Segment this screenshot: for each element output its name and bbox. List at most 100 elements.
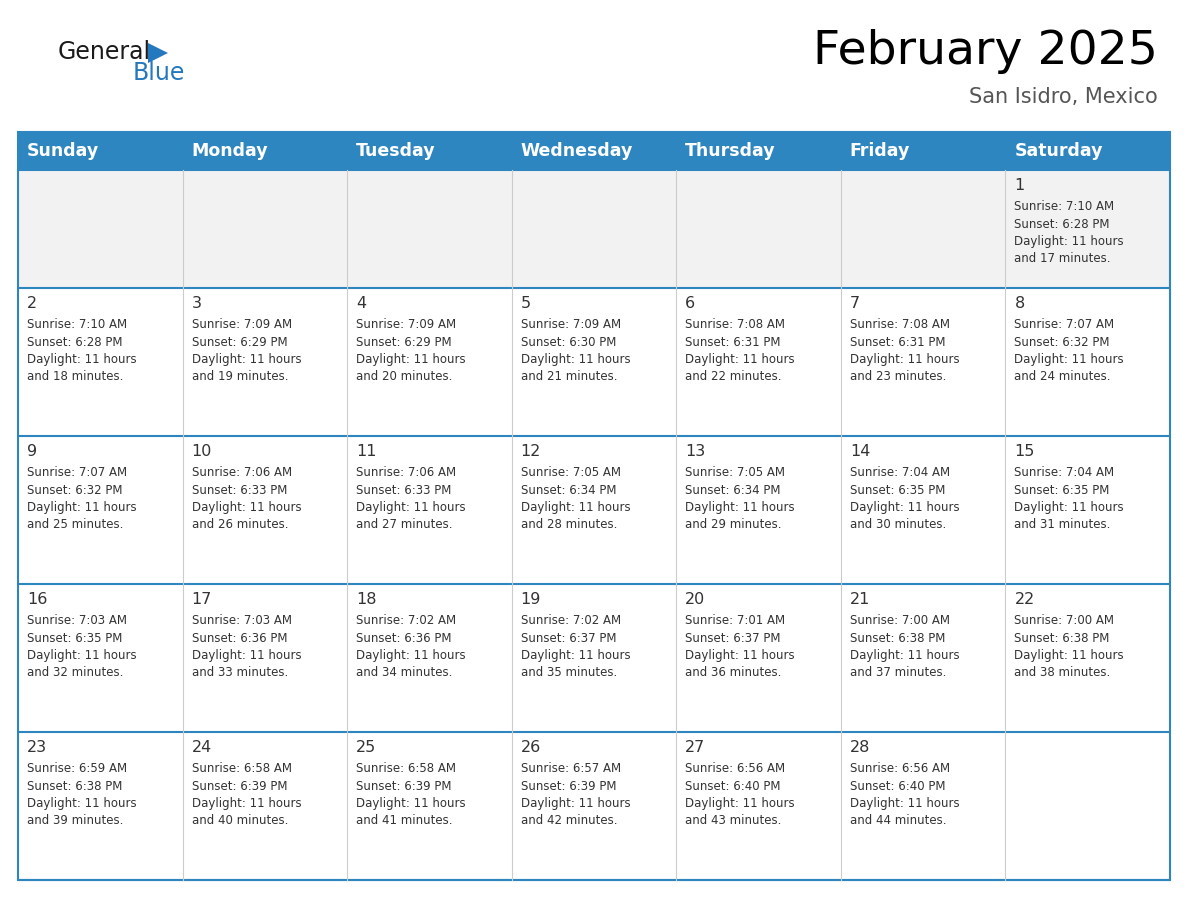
Text: 18: 18 xyxy=(356,592,377,607)
Text: and 25 minutes.: and 25 minutes. xyxy=(27,519,124,532)
Text: Sunrise: 6:59 AM: Sunrise: 6:59 AM xyxy=(27,762,127,775)
Text: 11: 11 xyxy=(356,444,377,459)
Text: Sunset: 6:28 PM: Sunset: 6:28 PM xyxy=(1015,218,1110,230)
Text: Sunrise: 7:04 AM: Sunrise: 7:04 AM xyxy=(1015,466,1114,479)
Text: Sunrise: 7:07 AM: Sunrise: 7:07 AM xyxy=(27,466,127,479)
Text: Sunrise: 7:01 AM: Sunrise: 7:01 AM xyxy=(685,614,785,627)
Text: and 33 minutes.: and 33 minutes. xyxy=(191,666,287,679)
Text: 6: 6 xyxy=(685,296,695,311)
Text: Monday: Monday xyxy=(191,142,268,160)
Text: February 2025: February 2025 xyxy=(813,29,1158,74)
Bar xyxy=(18,132,1170,880)
Text: 14: 14 xyxy=(849,444,871,459)
Text: Daylight: 11 hours: Daylight: 11 hours xyxy=(27,649,137,662)
Text: Friday: Friday xyxy=(849,142,910,160)
Text: 28: 28 xyxy=(849,740,871,755)
Text: Sunset: 6:29 PM: Sunset: 6:29 PM xyxy=(356,335,451,349)
Text: and 37 minutes.: and 37 minutes. xyxy=(849,666,946,679)
Text: Daylight: 11 hours: Daylight: 11 hours xyxy=(520,353,631,366)
Text: Daylight: 11 hours: Daylight: 11 hours xyxy=(356,501,466,514)
Text: Sunset: 6:31 PM: Sunset: 6:31 PM xyxy=(849,335,946,349)
Text: and 44 minutes.: and 44 minutes. xyxy=(849,814,947,827)
Text: Sunset: 6:33 PM: Sunset: 6:33 PM xyxy=(191,484,287,497)
Text: and 21 minutes.: and 21 minutes. xyxy=(520,371,618,384)
Text: and 40 minutes.: and 40 minutes. xyxy=(191,814,287,827)
Polygon shape xyxy=(148,43,168,63)
Text: Daylight: 11 hours: Daylight: 11 hours xyxy=(191,649,302,662)
Text: Sunset: 6:35 PM: Sunset: 6:35 PM xyxy=(849,484,946,497)
Text: 9: 9 xyxy=(27,444,37,459)
Text: 21: 21 xyxy=(849,592,871,607)
Text: 26: 26 xyxy=(520,740,541,755)
Text: Sunrise: 7:02 AM: Sunrise: 7:02 AM xyxy=(356,614,456,627)
Bar xyxy=(18,288,1170,436)
Text: 19: 19 xyxy=(520,592,541,607)
Text: Daylight: 11 hours: Daylight: 11 hours xyxy=(685,353,795,366)
Text: Sunset: 6:38 PM: Sunset: 6:38 PM xyxy=(1015,632,1110,644)
Text: Sunset: 6:34 PM: Sunset: 6:34 PM xyxy=(685,484,781,497)
Text: Sunrise: 7:08 AM: Sunrise: 7:08 AM xyxy=(685,318,785,331)
Text: Sunset: 6:40 PM: Sunset: 6:40 PM xyxy=(685,779,781,792)
Text: Sunset: 6:39 PM: Sunset: 6:39 PM xyxy=(191,779,287,792)
Text: Sunset: 6:32 PM: Sunset: 6:32 PM xyxy=(1015,335,1110,349)
Text: 22: 22 xyxy=(1015,592,1035,607)
Text: Sunrise: 7:00 AM: Sunrise: 7:00 AM xyxy=(1015,614,1114,627)
Text: Sunset: 6:38 PM: Sunset: 6:38 PM xyxy=(27,779,122,792)
Text: Daylight: 11 hours: Daylight: 11 hours xyxy=(356,353,466,366)
Text: and 43 minutes.: and 43 minutes. xyxy=(685,814,782,827)
Text: Daylight: 11 hours: Daylight: 11 hours xyxy=(1015,353,1124,366)
Text: Sunset: 6:34 PM: Sunset: 6:34 PM xyxy=(520,484,617,497)
Text: Daylight: 11 hours: Daylight: 11 hours xyxy=(520,501,631,514)
Text: Tuesday: Tuesday xyxy=(356,142,436,160)
Text: Sunset: 6:28 PM: Sunset: 6:28 PM xyxy=(27,335,122,349)
Text: Sunrise: 6:57 AM: Sunrise: 6:57 AM xyxy=(520,762,621,775)
Text: 27: 27 xyxy=(685,740,706,755)
Text: 16: 16 xyxy=(27,592,48,607)
Bar xyxy=(18,436,1170,584)
Text: Sunrise: 6:56 AM: Sunrise: 6:56 AM xyxy=(685,762,785,775)
Text: 10: 10 xyxy=(191,444,211,459)
Text: 4: 4 xyxy=(356,296,366,311)
Text: General: General xyxy=(58,40,151,64)
Text: Sunrise: 7:07 AM: Sunrise: 7:07 AM xyxy=(1015,318,1114,331)
Text: and 19 minutes.: and 19 minutes. xyxy=(191,371,287,384)
Text: Sunset: 6:33 PM: Sunset: 6:33 PM xyxy=(356,484,451,497)
Text: Daylight: 11 hours: Daylight: 11 hours xyxy=(685,501,795,514)
Text: and 31 minutes.: and 31 minutes. xyxy=(1015,519,1111,532)
Text: and 32 minutes.: and 32 minutes. xyxy=(27,666,124,679)
Text: 13: 13 xyxy=(685,444,706,459)
Text: Sunset: 6:38 PM: Sunset: 6:38 PM xyxy=(849,632,946,644)
Text: Sunrise: 7:06 AM: Sunrise: 7:06 AM xyxy=(356,466,456,479)
Bar xyxy=(18,584,1170,732)
Text: Daylight: 11 hours: Daylight: 11 hours xyxy=(849,353,960,366)
Text: Sunrise: 6:58 AM: Sunrise: 6:58 AM xyxy=(191,762,291,775)
Text: Sunrise: 7:04 AM: Sunrise: 7:04 AM xyxy=(849,466,950,479)
Text: Sunset: 6:31 PM: Sunset: 6:31 PM xyxy=(685,335,781,349)
Text: Sunset: 6:39 PM: Sunset: 6:39 PM xyxy=(520,779,617,792)
Text: Sunrise: 7:09 AM: Sunrise: 7:09 AM xyxy=(520,318,621,331)
Text: Sunset: 6:40 PM: Sunset: 6:40 PM xyxy=(849,779,946,792)
Text: Sunset: 6:29 PM: Sunset: 6:29 PM xyxy=(191,335,287,349)
Text: 12: 12 xyxy=(520,444,541,459)
Text: and 42 minutes.: and 42 minutes. xyxy=(520,814,618,827)
Text: and 36 minutes.: and 36 minutes. xyxy=(685,666,782,679)
Text: and 23 minutes.: and 23 minutes. xyxy=(849,371,946,384)
Text: Sunrise: 7:10 AM: Sunrise: 7:10 AM xyxy=(27,318,127,331)
Text: and 39 minutes.: and 39 minutes. xyxy=(27,814,124,827)
Text: Sunday: Sunday xyxy=(27,142,100,160)
Text: Daylight: 11 hours: Daylight: 11 hours xyxy=(191,501,302,514)
Text: Daylight: 11 hours: Daylight: 11 hours xyxy=(1015,649,1124,662)
Bar xyxy=(18,170,1170,288)
Text: Sunrise: 7:09 AM: Sunrise: 7:09 AM xyxy=(191,318,292,331)
Text: Sunrise: 7:05 AM: Sunrise: 7:05 AM xyxy=(685,466,785,479)
Text: and 22 minutes.: and 22 minutes. xyxy=(685,371,782,384)
Text: Daylight: 11 hours: Daylight: 11 hours xyxy=(520,649,631,662)
Text: Sunset: 6:35 PM: Sunset: 6:35 PM xyxy=(27,632,122,644)
Text: Daylight: 11 hours: Daylight: 11 hours xyxy=(849,501,960,514)
Bar xyxy=(18,732,1170,880)
Text: Daylight: 11 hours: Daylight: 11 hours xyxy=(356,797,466,810)
Text: Sunrise: 6:56 AM: Sunrise: 6:56 AM xyxy=(849,762,950,775)
Text: Sunrise: 7:03 AM: Sunrise: 7:03 AM xyxy=(27,614,127,627)
Text: Sunset: 6:39 PM: Sunset: 6:39 PM xyxy=(356,779,451,792)
Text: and 41 minutes.: and 41 minutes. xyxy=(356,814,453,827)
